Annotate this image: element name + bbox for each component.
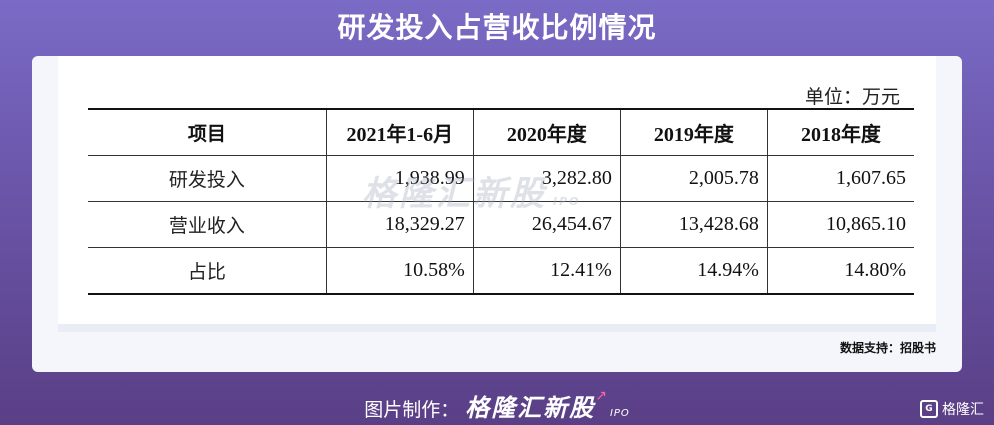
- corner-logo: G 格隆汇: [920, 399, 984, 419]
- column-header: 2021年1-6月: [325, 109, 474, 156]
- table-row: 占比 10.58% 12.41% 14.94% 14.80%: [88, 247, 914, 294]
- table-row: 营业收入 18,329.27 26,454.67 13,428.68 10,86…: [88, 201, 914, 248]
- footer-brand: 格隆汇新股: [465, 394, 596, 422]
- data-source-note: 数据支持：招股书: [839, 341, 936, 355]
- column-header: 2020年度: [472, 109, 621, 156]
- table-cell: 1,607.65: [766, 155, 914, 202]
- row-label: 研发投入: [88, 155, 327, 202]
- table-cell: 1,938.99: [325, 155, 474, 202]
- table-cell: 12.41%: [472, 247, 621, 294]
- content-card: 单位：万元 项目 2021年1-6月 2020年度 2019年度 2018年度 …: [32, 56, 962, 372]
- table-cell: 26,454.67: [472, 201, 621, 248]
- arrow-icon: ↗: [595, 388, 607, 404]
- logo-icon: G: [920, 400, 938, 418]
- unit-label: 单位：万元: [804, 86, 900, 108]
- corner-logo-text: 格隆汇: [942, 402, 984, 418]
- table-cell: 13,428.68: [619, 201, 768, 248]
- column-header: 2018年度: [766, 109, 914, 156]
- footer-prefix: 图片制作：: [364, 399, 460, 421]
- sheet-shadow: [58, 324, 936, 332]
- column-header: 2019年度: [619, 109, 768, 156]
- table-cell: 2,005.78: [619, 155, 768, 202]
- watermark-sub: IPO: [553, 195, 581, 208]
- table-cell: 10,865.10: [766, 201, 914, 248]
- data-table: 项目 2021年1-6月 2020年度 2019年度 2018年度 研发投入 1…: [88, 108, 914, 295]
- table-header-row: 项目 2021年1-6月 2020年度 2019年度 2018年度: [88, 109, 914, 156]
- table-cell: 3,282.80: [472, 155, 621, 202]
- watermark: 格隆汇新股 IPO: [362, 166, 581, 215]
- row-label: 营业收入: [88, 201, 327, 248]
- row-label: 占比: [187, 261, 226, 283]
- table-cell: 18,329.27: [325, 201, 474, 248]
- footer-credit: 图片制作： 格隆汇新股↗IPO: [0, 388, 994, 423]
- table-cell: 14.94%: [619, 247, 768, 294]
- table-cell: 14.80%: [766, 247, 914, 294]
- table-cell: 10.58%: [325, 247, 474, 294]
- footer-sub: IPO: [609, 408, 630, 419]
- watermark-text: 格隆汇新股: [362, 174, 547, 214]
- column-header: 项目: [88, 109, 327, 156]
- table-row: 研发投入 1,938.99 3,282.80 2,005.78 1,607.65: [88, 155, 914, 202]
- page-title: 研发投入占营收比例情况: [337, 11, 657, 44]
